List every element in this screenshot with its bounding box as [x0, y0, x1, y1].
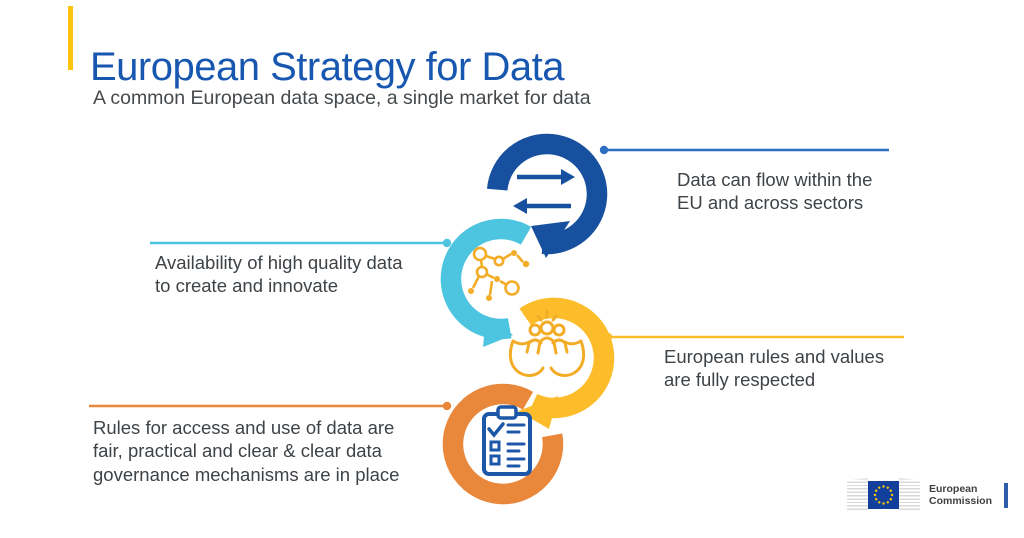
connector-governance: [89, 401, 452, 411]
hands-holding-people-icon: [508, 309, 586, 377]
step-label-governance: Rules for access and use of data are fai…: [93, 417, 400, 485]
logo-stripes-right: [899, 478, 920, 512]
logo-stripes-left: [847, 478, 868, 512]
connector-availability: [150, 238, 452, 248]
step-circle-data-flow: [486, 133, 608, 258]
connector-data-flow: [599, 145, 889, 155]
step-circle-rules-values: [518, 297, 615, 429]
step-circle-governance: [442, 383, 564, 505]
step-label-data-flow: Data can flow within the EU and across s…: [677, 169, 873, 214]
page-subtitle: A common European data space, a single m…: [93, 87, 591, 109]
eu-flag-icon: [868, 481, 899, 509]
connector-rules-values: [603, 332, 904, 342]
step-label-availability: Availability of high quality data to cre…: [155, 252, 403, 297]
exchange-arrows-icon: [513, 169, 575, 214]
logo-accent-bar: [1004, 482, 1008, 508]
data-network-icon: [468, 246, 530, 301]
title-accent-bar: [68, 6, 73, 70]
step-label-rules-values: European rules and values are fully resp…: [664, 346, 885, 391]
step-circle-availability: [440, 218, 532, 347]
logo-text: European Commission: [929, 482, 993, 508]
european-commission-logo: European Commission: [847, 478, 1008, 512]
checklist-clipboard-icon: [482, 405, 532, 476]
page-title: European Strategy for Data: [90, 44, 564, 89]
